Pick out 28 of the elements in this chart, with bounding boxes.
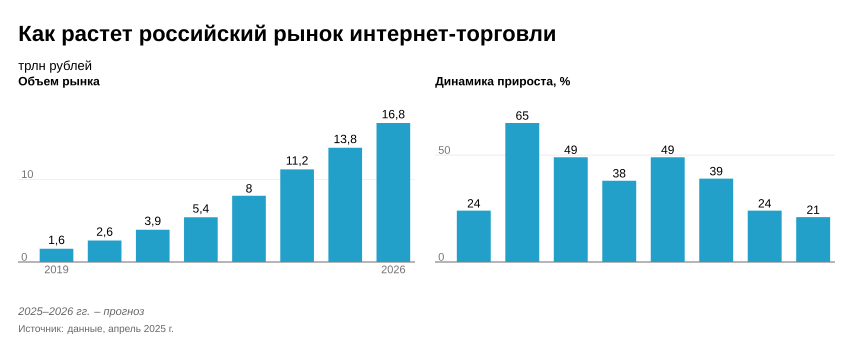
data-label: 2,6 (96, 227, 112, 238)
chart-title: Объем рынка (18, 76, 100, 88)
y-tick-label: 0 (22, 253, 27, 261)
data-label: 3,9 (144, 216, 161, 227)
text: трлн рублей (18, 60, 92, 73)
chart-title: Динамика прироста, % (435, 76, 570, 88)
x-tick-label: 2019 (44, 266, 68, 274)
data-label: 13,8 (334, 134, 356, 145)
y-tick-label: 50 (438, 146, 450, 154)
data-label: 65 (516, 111, 528, 120)
data-label: 5,4 (193, 204, 209, 214)
data-label: 1,6 (49, 236, 64, 246)
data-label: 38 (613, 169, 626, 178)
text: 2025–2026 гг. – прогноз (18, 307, 144, 318)
data-label: 49 (564, 146, 577, 154)
data-label: 24 (758, 199, 772, 208)
x-tick-label: 2026 (382, 266, 406, 274)
data-label: 8 (246, 184, 252, 193)
data-label: 21 (807, 206, 820, 214)
data-label: 24 (468, 199, 480, 208)
text: Источник: данные, апрель 2025 г. (19, 325, 174, 334)
y-tick-label: 0 (438, 253, 444, 261)
data-label: 39 (710, 166, 722, 176)
data-label: 11,2 (286, 156, 308, 166)
text: Как растет российский рынок интернет-торговли (20, 24, 555, 46)
y-tick-label: 10 (22, 170, 34, 178)
data-label: 49 (661, 146, 674, 154)
data-label: 16,8 (382, 110, 404, 120)
